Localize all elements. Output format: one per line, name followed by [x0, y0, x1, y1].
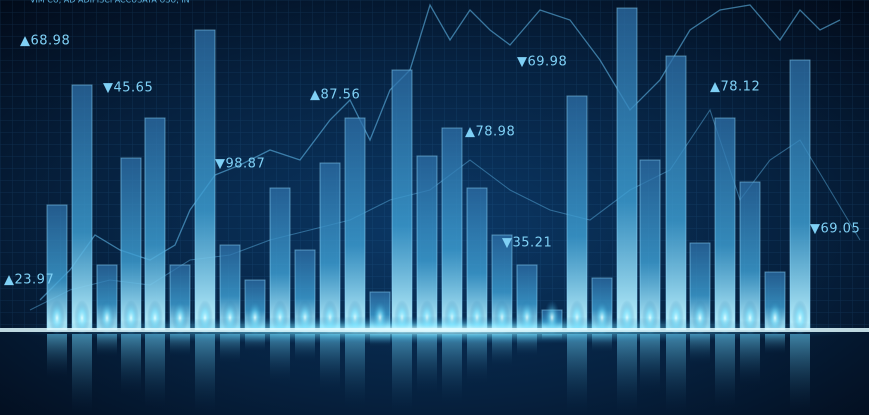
- bar-reflection: [790, 334, 810, 414]
- decor-bar: [714, 117, 736, 331]
- price-label: ▲23.97: [4, 273, 54, 288]
- decor-bar: [789, 59, 811, 331]
- price-label: ▲68.98: [20, 34, 70, 49]
- decor-bar: [665, 55, 687, 331]
- bar-reflection: [195, 334, 215, 414]
- bar-reflection: [617, 334, 637, 414]
- price-label: ▲78.98: [465, 125, 515, 140]
- bar-reflection: [417, 334, 437, 395]
- bar-reflection: [690, 334, 710, 365]
- bar-reflection: [715, 334, 735, 409]
- bar-reflection: [270, 334, 290, 384]
- price-label: ▲78.12: [710, 80, 760, 95]
- bar-reflection: [145, 334, 165, 409]
- price-label: ▼69.05: [810, 222, 860, 237]
- bar-reflection: [47, 334, 67, 378]
- bar-reflection: [72, 334, 92, 414]
- decor-bar: [566, 95, 588, 331]
- decor-bar: [71, 84, 93, 331]
- bar-reflection: [121, 334, 141, 395]
- price-label: ▼98.87: [215, 157, 265, 172]
- bar-reflection: [97, 334, 117, 357]
- decor-bar: [194, 29, 216, 331]
- bar-reflection: [442, 334, 462, 405]
- bar-reflection: [567, 334, 587, 414]
- trend-line: [39, 3, 841, 301]
- bar-reflection: [320, 334, 340, 393]
- bar-reflection: [740, 334, 760, 386]
- decor-bar: [616, 7, 638, 331]
- price-label: ▼69.98: [517, 55, 567, 70]
- bar-reflection: [345, 334, 365, 409]
- floor-line: [0, 328, 869, 332]
- bar-reflection: [467, 334, 487, 384]
- bar-reflection: [666, 334, 686, 414]
- bar-reflection: [392, 334, 412, 414]
- decor-bar: [441, 127, 463, 331]
- header-text: VIM CU, AD ADIPISCI ACCUSATA USU, IN: [30, 0, 190, 5]
- decor-bar: [391, 69, 413, 331]
- price-label: ▲87.56: [310, 88, 360, 103]
- decor-bar: [344, 117, 366, 331]
- bar-reflection: [765, 334, 785, 355]
- price-label: ▼35.21: [502, 236, 552, 251]
- price-label: ▼45.65: [103, 81, 153, 96]
- bar-reflection: [640, 334, 660, 394]
- decor-bar: [144, 117, 166, 331]
